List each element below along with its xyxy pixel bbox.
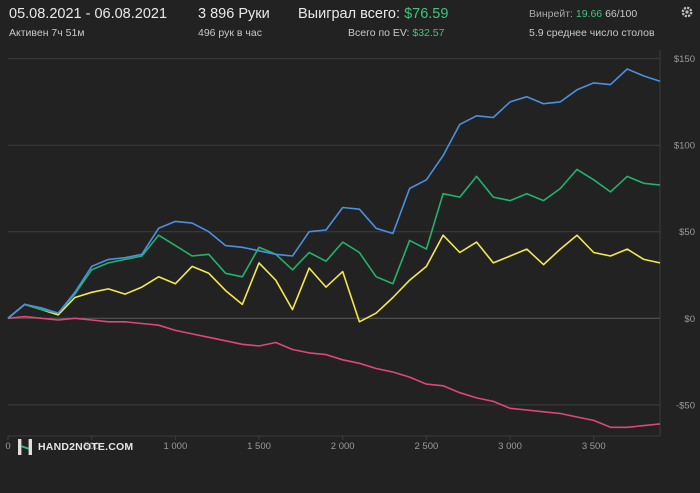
won-total-value: $76.59: [404, 6, 449, 22]
ev-total: Всего по EV: $32.57: [348, 27, 444, 39]
x-tick-label: 1 500: [247, 441, 271, 452]
stats-header: 05.08.2021 - 06.08.2021 Активен 7ч 51м 3…: [0, 0, 700, 50]
winnings-chart: $150 $100 $50 $0 -$50 0 500 1 000 1 500 2 000 2 50…: [5, 50, 695, 452]
winrate-ev: 66/100: [605, 8, 638, 20]
x-tick-label: 3 000: [498, 441, 522, 452]
x-tick-label: 2 000: [331, 441, 355, 452]
x-tick-label: 3 500: [582, 441, 606, 452]
won-total: Выиграл всего: $76.59: [298, 6, 448, 22]
series-line-0: [7, 68, 661, 319]
hand2note-logo: HAND2NOTE.COM: [16, 438, 133, 456]
y-tick-label: $50: [679, 227, 695, 238]
x-tick-label: 0: [5, 441, 10, 452]
winrate-label: Винрейт:: [529, 8, 573, 20]
winrate: Винрейт: 19.66 66/100: [529, 8, 637, 20]
ev-total-value: $32.57: [412, 27, 445, 39]
x-tick-label: 2 500: [414, 441, 438, 452]
x-tick-label: 500: [84, 441, 100, 452]
ev-total-label: Всего по EV:: [348, 27, 410, 39]
hands-per-hour: 496 рук в час: [198, 27, 262, 39]
y-tick-label: -$50: [676, 400, 695, 411]
hands-count: 3 896 Руки: [198, 6, 270, 22]
series-line-2: [7, 234, 661, 323]
y-tick-label: $100: [674, 141, 695, 152]
winrate-value: 19.66: [575, 8, 603, 20]
series-line-1: [7, 168, 661, 319]
logo-text: HAND2NOTE.COM: [38, 441, 134, 453]
active-time: Активен 7ч 51м: [9, 27, 85, 39]
settings-gear-icon[interactable]: [680, 5, 694, 24]
x-tick-label: 1 000: [163, 441, 187, 452]
date-range[interactable]: 05.08.2021 - 06.08.2021: [9, 6, 168, 22]
hand2note-logo-icon: [18, 439, 32, 455]
won-total-label: Выиграл всего:: [298, 6, 401, 22]
series-line-3: [7, 315, 661, 429]
y-tick-label: $0: [684, 314, 695, 325]
y-tick-label: $150: [674, 54, 695, 65]
avg-tables: 5.9 среднее число столов: [529, 27, 655, 39]
